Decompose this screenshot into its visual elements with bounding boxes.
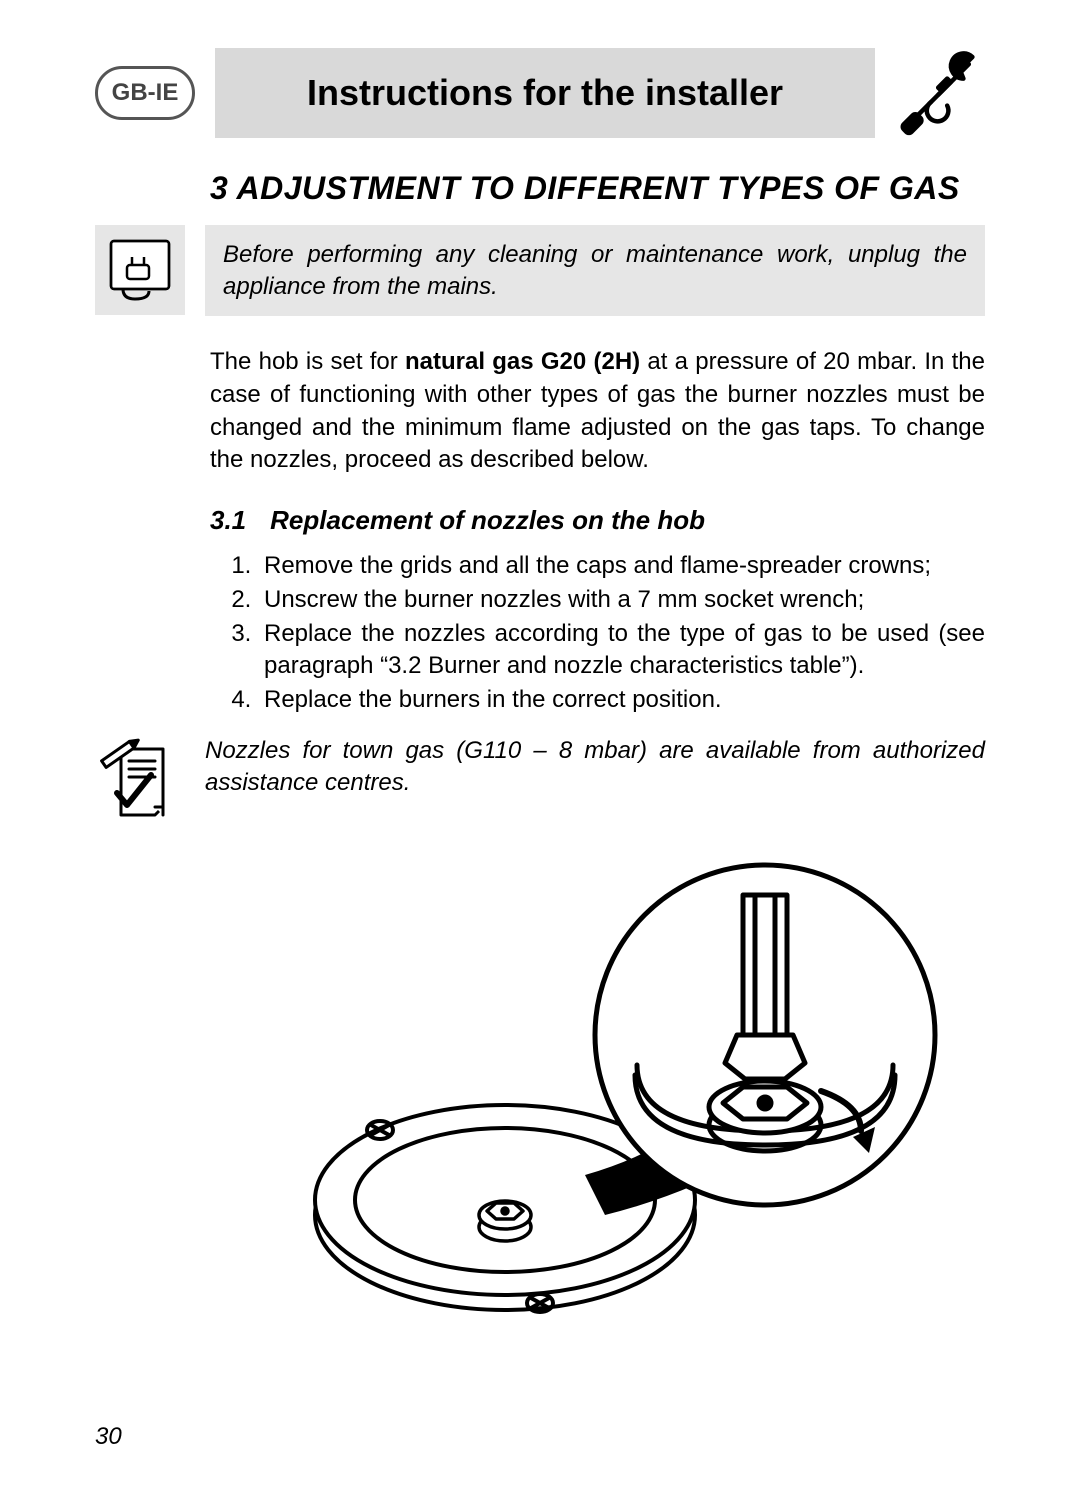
section-heading: 3 ADJUSTMENT TO DIFFERENT TYPES OF GAS — [210, 170, 985, 207]
para-pre: The hob is set for — [210, 348, 405, 375]
list-item: Remove the grids and all the caps and fl… — [258, 550, 985, 582]
unplug-icon — [95, 225, 185, 315]
list-item: Replace the burners in the correct posit… — [258, 684, 985, 716]
nozzle-replacement-diagram — [285, 855, 945, 1355]
para-bold: natural gas G20 (2H) — [405, 348, 640, 375]
language-badge: GB-IE — [95, 66, 195, 120]
warning-text: Before performing any cleaning or mainte… — [205, 225, 985, 316]
list-item: Unscrew the burner nozzles with a 7 mm s… — [258, 584, 985, 616]
intro-paragraph: The hob is set for natural gas G20 (2H) … — [210, 346, 985, 477]
header-row: GB-IE Instructions for the installer — [95, 48, 985, 138]
steps-list: Remove the grids and all the caps and fl… — [210, 550, 985, 717]
subsection-number: 3.1 — [210, 505, 246, 536]
list-item: Replace the nozzles according to the typ… — [258, 618, 985, 682]
page-title: Instructions for the installer — [215, 48, 875, 138]
checklist-icon — [95, 735, 185, 825]
page-number: 30 — [95, 1423, 122, 1451]
note-text: Nozzles for town gas (G110 – 8 mbar) are… — [205, 735, 985, 799]
subsection-heading: 3.1 Replacement of nozzles on the hob — [210, 505, 985, 536]
tools-icon — [895, 48, 985, 138]
subsection-title: Replacement of nozzles on the hob — [270, 505, 705, 536]
warning-row: Before performing any cleaning or mainte… — [95, 225, 985, 316]
note-row: Nozzles for town gas (G110 – 8 mbar) are… — [95, 735, 985, 825]
